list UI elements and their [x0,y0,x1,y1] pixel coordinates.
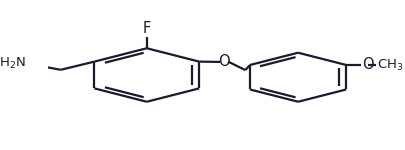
Text: F: F [143,21,151,36]
Text: CH$_3$: CH$_3$ [377,57,404,72]
Text: O: O [219,54,230,69]
Text: H$_2$N: H$_2$N [0,56,26,71]
Text: O: O [362,57,374,72]
